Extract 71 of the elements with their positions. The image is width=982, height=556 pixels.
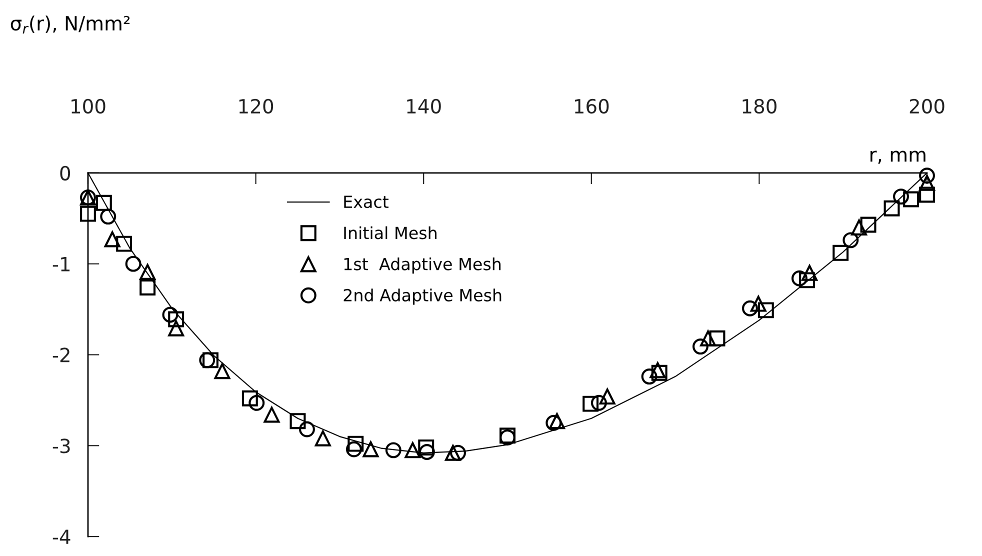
legend-label: 1st Adaptive Mesh [344, 257, 501, 274]
point [290, 413, 306, 430]
point [104, 231, 120, 248]
point [758, 302, 774, 318]
point [692, 338, 708, 355]
point [832, 244, 849, 261]
y-tick-label: 0 [60, 166, 70, 181]
point [919, 168, 935, 184]
point [248, 394, 265, 411]
y-tick-label: -1 [52, 257, 70, 272]
point [162, 306, 178, 323]
point [799, 272, 816, 288]
point [450, 444, 466, 461]
point [140, 264, 156, 280]
point [140, 279, 156, 296]
point [100, 208, 116, 225]
point [842, 232, 859, 248]
point [549, 413, 565, 430]
point [444, 444, 461, 461]
legend-label: 2nd Adaptive Mesh [344, 288, 502, 305]
point [168, 320, 184, 336]
point [314, 430, 331, 446]
point [418, 439, 434, 456]
point [168, 311, 184, 328]
point [851, 219, 868, 236]
point [418, 444, 435, 460]
point [348, 436, 364, 452]
point [893, 188, 909, 205]
point [385, 442, 402, 458]
point [214, 363, 230, 380]
point [802, 264, 818, 281]
point [346, 441, 362, 458]
x-axis-title: r, mm [870, 150, 926, 164]
point [700, 330, 716, 346]
point [202, 352, 218, 368]
x-tick-label: 200 [910, 98, 944, 114]
point [298, 421, 315, 438]
point [599, 388, 616, 405]
y-tick-label: -4 [52, 530, 70, 544]
x-tick-label: 160 [574, 98, 609, 114]
point [546, 414, 562, 431]
y-tick-label: -2 [52, 348, 70, 362]
point [860, 216, 876, 233]
y-tick-label: -3 [52, 438, 70, 454]
y-axis-title: σ$_{r}$(r), N/mm² [10, 16, 130, 34]
point [582, 396, 599, 412]
point [116, 236, 132, 252]
point [80, 206, 96, 222]
legend-label: Exact [344, 196, 388, 208]
point [919, 174, 935, 191]
point [590, 394, 607, 411]
point [742, 300, 758, 316]
x-tick-label: 180 [742, 98, 776, 114]
point [96, 194, 112, 211]
point [791, 270, 808, 286]
legend-label: Initial Mesh [344, 226, 436, 240]
point [641, 368, 658, 385]
point [903, 191, 920, 208]
point [919, 186, 935, 203]
x-tick-label: 140 [407, 98, 441, 114]
point [750, 296, 766, 312]
point [884, 200, 900, 216]
point [199, 352, 216, 368]
x-tick-label: 100 [72, 98, 106, 114]
point [242, 390, 258, 406]
point [125, 256, 142, 272]
x-tick-label: 120 [239, 98, 274, 114]
point [264, 406, 280, 423]
point [404, 442, 421, 458]
point [362, 441, 379, 458]
point [709, 330, 726, 346]
